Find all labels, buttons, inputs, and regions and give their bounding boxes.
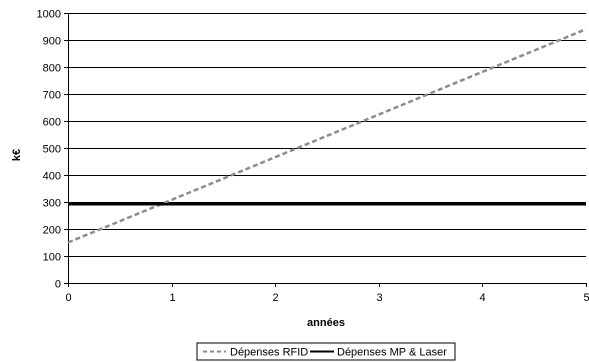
y-tick-label: 700	[43, 90, 61, 102]
x-tick-label: 2	[272, 292, 278, 304]
series-line-rfid	[67, 28, 587, 244]
x-axis-title: années	[307, 317, 345, 329]
grid-lines	[68, 13, 586, 257]
tick-labels: 0 100 200 300 400 500 600 700 800 900 1000 0 1 2 3 4 5	[37, 9, 589, 305]
x-tick-label: 4	[479, 292, 485, 304]
y-tick-label: 800	[43, 63, 61, 75]
y-tick-label: 600	[43, 117, 61, 129]
x-tick-label: 5	[583, 292, 589, 304]
legend-label-mp-laser: Dépenses MP & Laser	[337, 347, 447, 359]
y-tick-label: 500	[43, 144, 61, 156]
y-tick-label: 0	[55, 279, 61, 291]
legend: Dépenses RFID Dépenses MP & Laser	[196, 342, 456, 361]
y-tick-label: 900	[43, 36, 61, 48]
y-axis-title: k€	[11, 149, 23, 161]
y-tick-label: 1000	[37, 9, 61, 21]
x-tick-label: 3	[376, 292, 382, 304]
y-tick-label: 300	[43, 198, 61, 210]
x-tick-label: 0	[65, 292, 71, 304]
axes	[64, 13, 587, 287]
y-tick-label: 400	[43, 171, 61, 183]
y-tick-label: 100	[43, 252, 61, 264]
legend-label-rfid: Dépenses RFID	[230, 347, 308, 359]
series-lines	[67, 28, 587, 244]
x-tick-label: 1	[169, 292, 175, 304]
y-tick-label: 200	[43, 225, 61, 237]
